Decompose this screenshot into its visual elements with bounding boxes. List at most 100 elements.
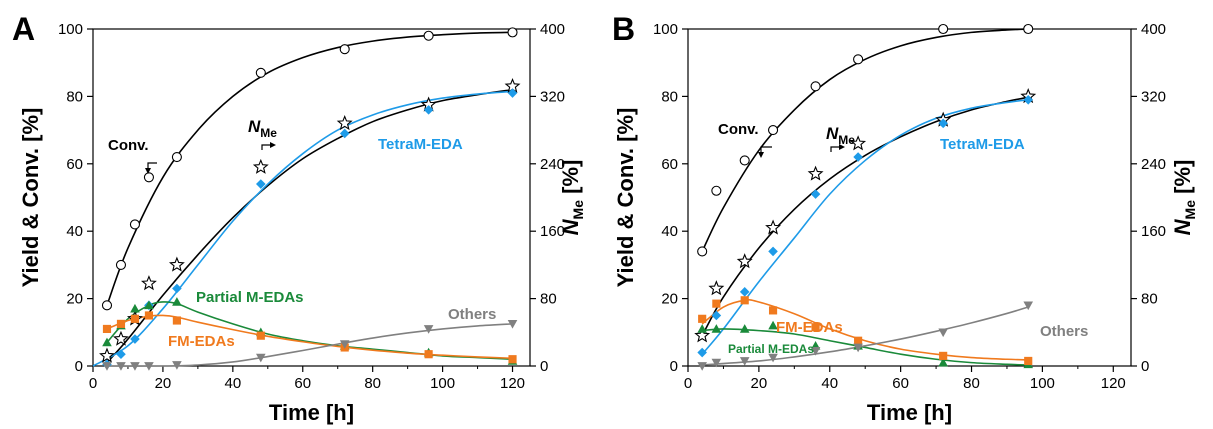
- x-tick-label: 60: [892, 375, 909, 392]
- y-tick-label: 0: [75, 358, 83, 375]
- data-point-others: [938, 328, 948, 338]
- data-point-others: [853, 343, 863, 353]
- data-point-conv: [339, 44, 350, 55]
- y-right-axis-title-main: N: [1170, 218, 1195, 235]
- data-point-others: [711, 358, 722, 368]
- y-right-tick-label: 80: [1141, 291, 1158, 308]
- series-label-main: N: [826, 124, 839, 143]
- data-point-tetra: [256, 179, 266, 189]
- data-point-others: [102, 362, 112, 371]
- fit-curve-tetra: [701, 98, 1029, 355]
- y-right-axis-title-unit: [%]: [1170, 160, 1195, 200]
- series-label-sub: Me: [838, 133, 855, 147]
- data-point-others: [116, 362, 126, 371]
- data-point-fm: [144, 311, 154, 320]
- y-right-axis-title: NMe [%]: [1170, 160, 1198, 236]
- data-point-conv: [938, 23, 949, 35]
- data-point-others: [172, 361, 182, 370]
- data-point-nme: [140, 275, 157, 291]
- axis-arrow-head: [270, 142, 276, 148]
- data-point-others: [339, 340, 350, 349]
- y-right-tick-label: 320: [1141, 88, 1166, 105]
- data-point-fm: [424, 350, 433, 359]
- series-label-nme: NMe: [248, 117, 277, 140]
- x-tick-label: 120: [500, 375, 525, 392]
- y-right-axis-title-sub: Me: [1182, 200, 1198, 220]
- data-point-nme: [336, 115, 353, 131]
- data-point-fm: [256, 331, 265, 340]
- axis-arrow-conv: [147, 162, 157, 170]
- data-point-tetra: [116, 349, 126, 360]
- x-tick-label: 60: [294, 375, 311, 392]
- fit-curve-others: [106, 323, 513, 367]
- data-point-fm: [116, 319, 126, 328]
- y-right-tick-label: 0: [1141, 358, 1149, 375]
- y-tick-label: 60: [661, 156, 678, 173]
- data-point-nme: [113, 330, 129, 346]
- y-right-axis-title-main: N: [558, 218, 583, 235]
- data-point-others: [144, 362, 154, 371]
- data-point-partial: [102, 337, 112, 347]
- x-tick-label: 120: [1101, 375, 1126, 392]
- fit-curve-partial: [702, 328, 1029, 366]
- data-point-nme: [850, 135, 867, 151]
- data-point-fm: [712, 299, 721, 308]
- series-label-others: Others: [1040, 323, 1088, 340]
- data-point-tetra: [768, 246, 778, 257]
- y-tick-label: 100: [653, 21, 678, 38]
- data-point-conv: [115, 259, 127, 270]
- y-tick-label: 0: [670, 358, 678, 375]
- data-point-fm: [768, 306, 778, 315]
- y-tick-label: 60: [66, 156, 83, 173]
- series-label-tetra: TetraM-EDA: [378, 136, 463, 153]
- y-axis-title: Yield & Conv. [%]: [613, 108, 638, 288]
- data-point-nme: [736, 253, 753, 269]
- y-right-tick-label: 160: [540, 223, 565, 240]
- y-tick-label: 40: [661, 223, 678, 240]
- data-point-tetra: [130, 334, 140, 344]
- data-point-fm: [939, 351, 948, 360]
- fit-curve-conv: [106, 31, 513, 306]
- data-point-others: [768, 353, 778, 363]
- data-point-others: [810, 346, 821, 356]
- series-label-partial: Partial M-EDAs: [196, 289, 304, 306]
- y-tick-label: 40: [66, 223, 83, 240]
- data-point-nme: [252, 158, 269, 174]
- y-right-tick-label: 400: [540, 21, 565, 38]
- data-point-conv: [853, 54, 864, 65]
- fit-curve-tetra: [92, 90, 513, 367]
- y-right-tick-label: 160: [1141, 223, 1166, 240]
- data-point-conv: [423, 30, 434, 41]
- panel-label: A: [12, 11, 35, 47]
- axis-arrow-head: [145, 168, 151, 174]
- data-point-conv: [101, 300, 113, 311]
- data-point-partial: [938, 357, 948, 367]
- series-label-main: N: [248, 117, 261, 136]
- data-point-conv: [129, 219, 141, 230]
- x-tick-label: 0: [89, 375, 97, 392]
- y-right-tick-label: 0: [540, 358, 548, 375]
- data-point-conv: [711, 185, 722, 196]
- data-point-partial: [768, 320, 778, 330]
- data-point-tetra: [697, 347, 707, 358]
- y-tick-label: 80: [661, 88, 678, 105]
- data-point-conv: [171, 152, 182, 163]
- data-point-partial: [130, 303, 140, 313]
- data-point-tetra: [853, 152, 863, 162]
- series-label-sub: Me: [260, 126, 277, 140]
- data-point-fm: [854, 336, 863, 345]
- axis-arrow-nme: [261, 144, 272, 150]
- y-tick-label: 80: [66, 88, 83, 105]
- x-axis-title: Time [h]: [269, 400, 354, 425]
- data-point-conv: [1023, 23, 1034, 35]
- data-point-fm: [740, 296, 749, 305]
- data-point-tetra: [423, 105, 434, 115]
- data-point-partial: [697, 324, 707, 333]
- data-point-partial: [144, 300, 154, 310]
- data-point-tetra: [938, 118, 948, 129]
- data-point-fm: [698, 314, 707, 323]
- data-point-others: [1023, 301, 1034, 311]
- data-point-tetra: [711, 310, 722, 321]
- chart-panel-A: A 0 20 40 60 80 100 120 0 20 40 60 80 100 0 80 160 240 320…: [12, 11, 586, 425]
- data-point-partial: [739, 324, 750, 333]
